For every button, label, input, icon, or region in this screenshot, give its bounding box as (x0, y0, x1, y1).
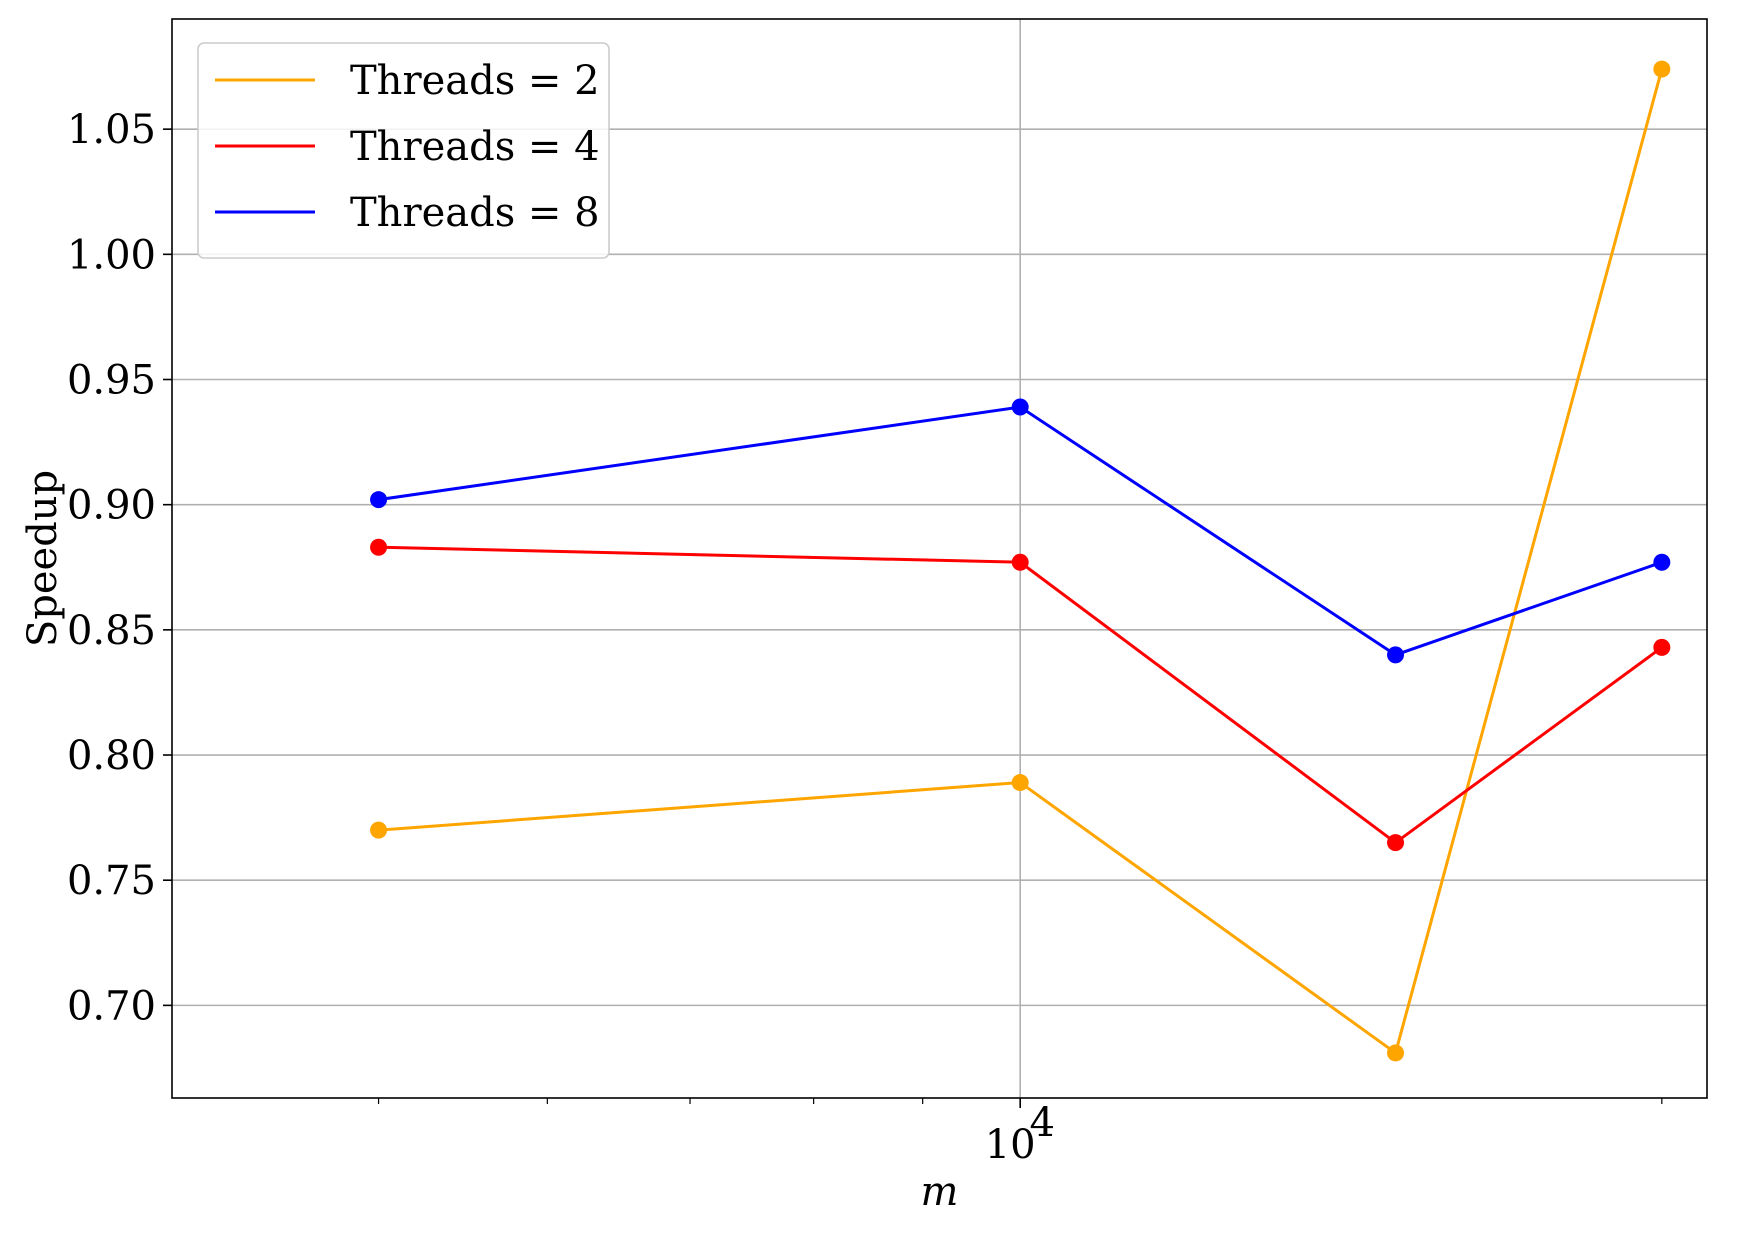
y-tick-label: 0.80 (67, 733, 156, 779)
y-tick-label: 0.70 (67, 983, 156, 1029)
y-tick-label: 0.85 (67, 608, 156, 654)
x-minor-ticks (377, 1098, 1663, 1104)
series-line (378, 405, 1663, 657)
data-point (370, 821, 388, 839)
data-point (1387, 646, 1405, 664)
data-point (1387, 1044, 1405, 1062)
series-line (378, 545, 1663, 845)
series-2 (370, 538, 1671, 852)
data-point (1653, 60, 1671, 78)
data-point (370, 491, 388, 509)
data-point (1011, 553, 1029, 571)
y-axis-label: Speedup (20, 470, 66, 647)
y-tick-label: 1.05 (67, 107, 156, 153)
data-point (1653, 553, 1671, 571)
x-axis-label: m (921, 1169, 959, 1215)
series-layer (370, 60, 1671, 1062)
plot-frame (171, 18, 1708, 1099)
data-point (1011, 774, 1029, 792)
legend: Threads = 2 Threads = 4 Threads = 8 (197, 42, 610, 259)
x-tick-label: 10 (985, 1122, 1036, 1168)
x-tick-exponent: 4 (1029, 1100, 1054, 1146)
data-point (1653, 638, 1671, 656)
legend-label: Threads = 4 (350, 124, 600, 170)
legend-label: Threads = 2 (350, 58, 600, 104)
y-tick-label: 0.90 (67, 483, 156, 529)
y-tick-label: 1.00 (67, 232, 156, 278)
data-point (1011, 398, 1029, 416)
series-line (378, 68, 1664, 1056)
legend-label: Threads = 8 (350, 190, 600, 236)
series-3 (370, 398, 1671, 664)
y-tick-label: 0.95 (67, 358, 156, 404)
series-1 (370, 60, 1671, 1062)
data-point (370, 538, 388, 556)
y-tick-label: 0.75 (67, 858, 156, 904)
data-point (1387, 834, 1405, 852)
axes: 0.70 0.75 0.80 0.85 0.90 0.95 1.00 1.05 104 (67, 18, 1708, 1168)
legend-box (197, 42, 610, 259)
